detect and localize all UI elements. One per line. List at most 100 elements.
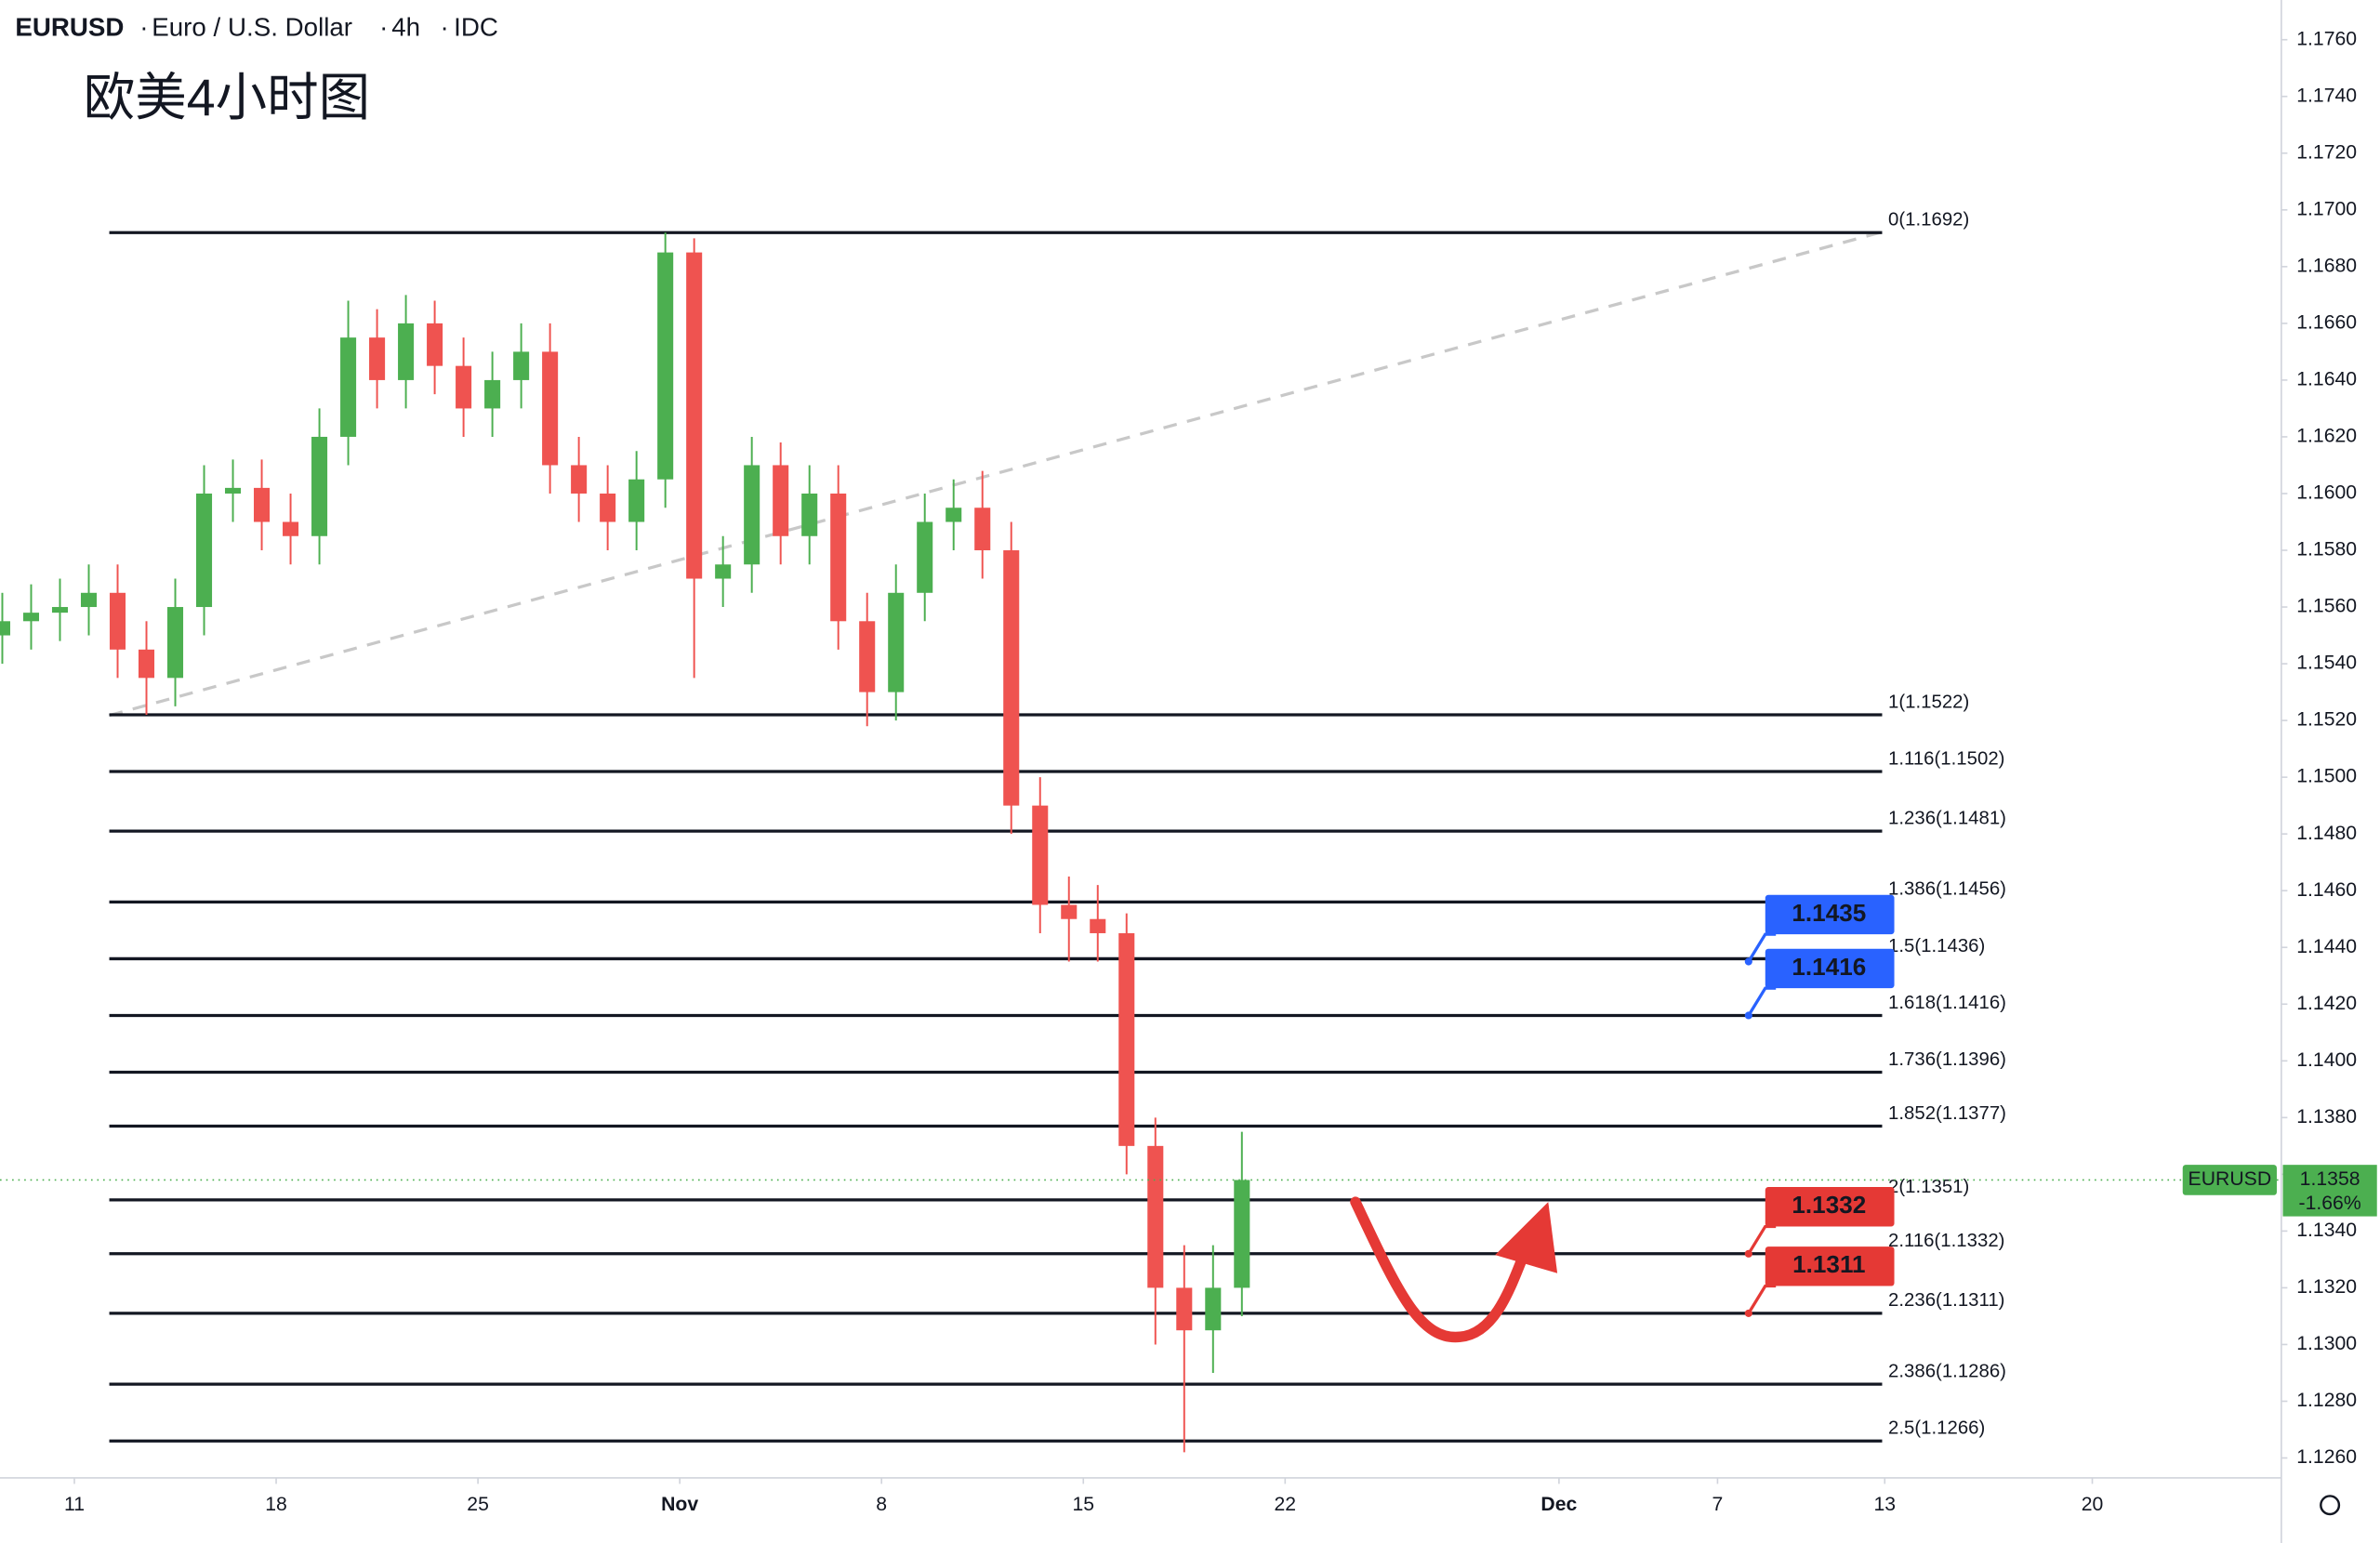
candle-body	[22, 613, 40, 622]
separator: ·	[379, 12, 388, 41]
y-tick-label: 1.1260	[2296, 1446, 2357, 1468]
candle-body	[1061, 904, 1078, 919]
fib-label: 1.236(1.1481)	[1888, 808, 2006, 828]
candle-body	[542, 351, 559, 466]
fib-label: 2.116(1.1332)	[1888, 1231, 2004, 1251]
settings-icon[interactable]	[2320, 1495, 2341, 1516]
x-tick-label: 7	[1712, 1494, 1724, 1515]
x-tick-label: 15	[1072, 1494, 1094, 1515]
separator: ·	[440, 12, 448, 41]
candle-body	[715, 564, 732, 579]
last-price-change: -1.66%	[2299, 1193, 2361, 1214]
y-tick-label: 1.1440	[2296, 936, 2357, 957]
last-price-label: 1.1358	[2300, 1168, 2360, 1190]
candle-body	[369, 337, 386, 380]
y-tick-label: 1.1340	[2296, 1220, 2357, 1241]
candle-body	[1118, 932, 1135, 1146]
fib-label: 1.736(1.1396)	[1888, 1049, 2006, 1070]
header: EURUSD · Euro / U.S. Dollar · 4h · IDC 欧…	[15, 12, 498, 126]
candle-body	[513, 351, 530, 380]
candle-body	[398, 323, 415, 380]
instrument-title: Euro / U.S. Dollar	[152, 12, 352, 41]
tag-pointer	[1747, 986, 1777, 1017]
candle-body	[254, 487, 271, 522]
candle-body	[340, 337, 357, 437]
candle-body	[283, 521, 299, 536]
tag-anchor	[1744, 1309, 1752, 1317]
trend-line	[109, 230, 1883, 718]
fib-label: 1.852(1.1377)	[1888, 1103, 2006, 1124]
y-tick-label: 1.1380	[2296, 1106, 2357, 1128]
fib-label: 1.618(1.1416)	[1888, 993, 2006, 1013]
candle-body	[744, 465, 760, 565]
y-tick-label: 1.1740	[2296, 85, 2357, 106]
candle-body	[1234, 1180, 1250, 1288]
fib-label: 1.116(1.1502)	[1888, 748, 2004, 769]
tag-label: 1.1332	[1792, 1191, 1866, 1219]
candle-body	[1147, 1145, 1164, 1288]
source: IDC	[454, 12, 498, 41]
candle-body	[1176, 1287, 1193, 1331]
tag-pointer	[1747, 932, 1777, 963]
y-tick-label: 1.1280	[2296, 1390, 2357, 1411]
candle-body	[628, 479, 645, 522]
fib-label: 2(1.1351)	[1888, 1177, 1969, 1197]
candle-body	[166, 607, 184, 679]
x-tick-label: 22	[1275, 1494, 1297, 1515]
y-tick-label: 1.1480	[2296, 823, 2357, 844]
gear[interactable]	[2320, 1495, 2341, 1516]
y-tick-label: 1.1300	[2296, 1333, 2357, 1354]
candle-body	[196, 493, 213, 608]
y-tick-label: 1.1620	[2296, 426, 2357, 447]
candle-body	[830, 493, 847, 622]
tag-anchor	[1744, 1011, 1752, 1020]
symbol-tag	[2182, 1165, 2277, 1195]
candle-body	[51, 607, 69, 613]
y-tick-label: 1.1720	[2296, 141, 2357, 163]
y-tick-label: 1.1520	[2296, 709, 2357, 731]
fib-label: 1.5(1.1436)	[1888, 936, 1985, 956]
symbol-tag-label: EURUSD	[2188, 1168, 2272, 1190]
y-tick-label: 1.1460	[2296, 879, 2357, 901]
x-tick-label: 11	[64, 1494, 85, 1515]
fib-levels: 0(1.1692) 1(1.1522) 1.116(1.1502) 1.236(1.1…	[109, 210, 2006, 1443]
candle-body	[1205, 1287, 1222, 1331]
tag-box	[1765, 894, 1895, 935]
candle-body	[773, 465, 789, 536]
candle-body	[456, 365, 472, 409]
x-tick-label: 18	[265, 1494, 287, 1515]
tag-label: 1.1435	[1792, 899, 1866, 927]
y-tick-label: 1.1540	[2296, 653, 2357, 674]
candle-body	[945, 508, 962, 522]
x-tick-label: 25	[467, 1494, 489, 1515]
annotation-arrowhead	[1495, 1202, 1558, 1273]
fib-label: 1(1.1522)	[1888, 692, 1969, 712]
y-tick-label: 1.1700	[2296, 198, 2357, 219]
fib-label: 2.236(1.1311)	[1888, 1290, 2004, 1311]
y-tick-label: 1.1580	[2296, 539, 2357, 560]
tag-pointer	[1747, 1284, 1777, 1314]
tag-box	[1765, 948, 1895, 989]
candle-body	[801, 493, 818, 536]
x-tick-label: Dec	[1540, 1494, 1577, 1515]
candle-body	[888, 592, 905, 692]
last-price-box	[2282, 1165, 2377, 1217]
candle-body	[1003, 550, 1020, 806]
interval: 4h	[391, 12, 420, 41]
fib-label: 2.5(1.1266)	[1888, 1418, 1985, 1439]
tag-box	[1765, 1187, 1895, 1227]
candle-body	[484, 379, 501, 409]
candle-body	[686, 252, 703, 579]
candle-body	[600, 493, 616, 522]
symbol: EURUSD	[15, 12, 124, 41]
candle-body	[917, 521, 933, 593]
y-tick-label: 1.1420	[2296, 993, 2357, 1014]
y-tick-label: 1.1640	[2296, 369, 2357, 390]
price-tags: 1.1435 1.1416 1.1332 1.1311 EURUSD 1.1358 -1.6…	[0, 894, 2377, 1317]
annotation: 欧美4小时图	[84, 69, 370, 126]
candle-body	[0, 621, 11, 636]
fib-label: 2.386(1.1286)	[1888, 1362, 2006, 1382]
fib-label: 1.386(1.1456)	[1888, 879, 2006, 900]
